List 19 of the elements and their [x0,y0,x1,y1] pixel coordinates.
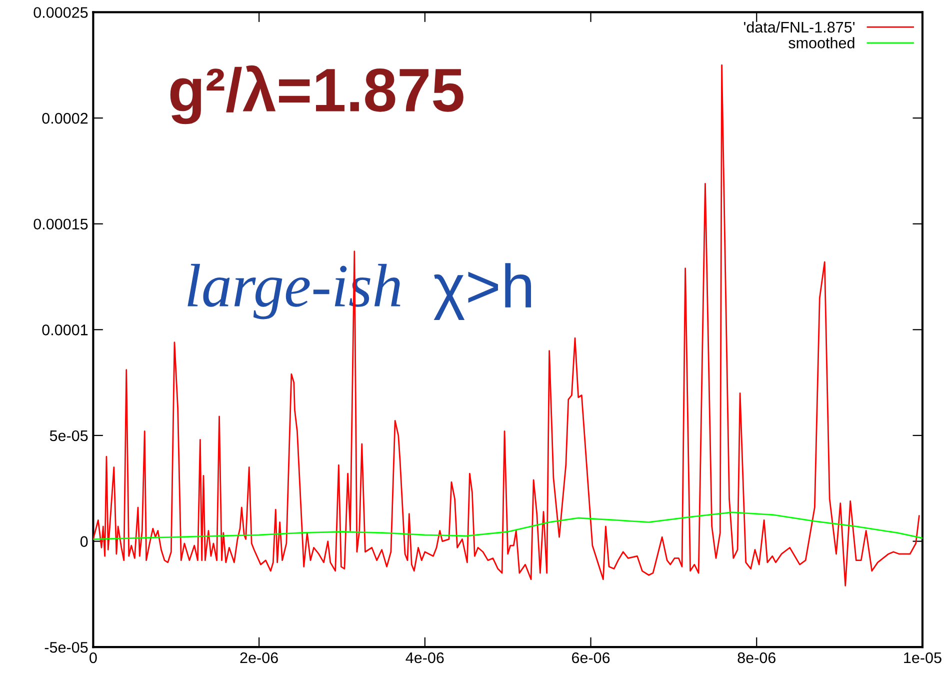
line-series [93,512,922,540]
y-tick-label: 5e-05 [50,430,88,442]
y-tick-label: 0.00015 [34,218,88,230]
y-tick-label: 0.00025 [34,7,88,18]
y-tick-label: 0.0001 [42,324,88,336]
legend-label: 'data/FNL-1.875' [744,21,854,33]
x-tick-label: 0 [90,652,97,664]
x-tick-label: 2e-06 [240,652,278,664]
x-tick-label: 6e-06 [572,652,610,664]
y-tick-label: -5e-05 [44,642,88,653]
y-tick-label: 0.0002 [42,112,88,124]
x-tick-label: 4e-06 [406,652,444,664]
x-tick-label: 1e-05 [904,652,942,664]
x-tick-label: 8e-06 [738,652,776,664]
y-tick-label: 0 [80,536,88,547]
line-series [93,64,920,586]
annotation: g²/λ=1.875 [170,65,464,124]
annotation: χ>h [434,263,531,320]
legend-label: smoothed [788,37,854,48]
